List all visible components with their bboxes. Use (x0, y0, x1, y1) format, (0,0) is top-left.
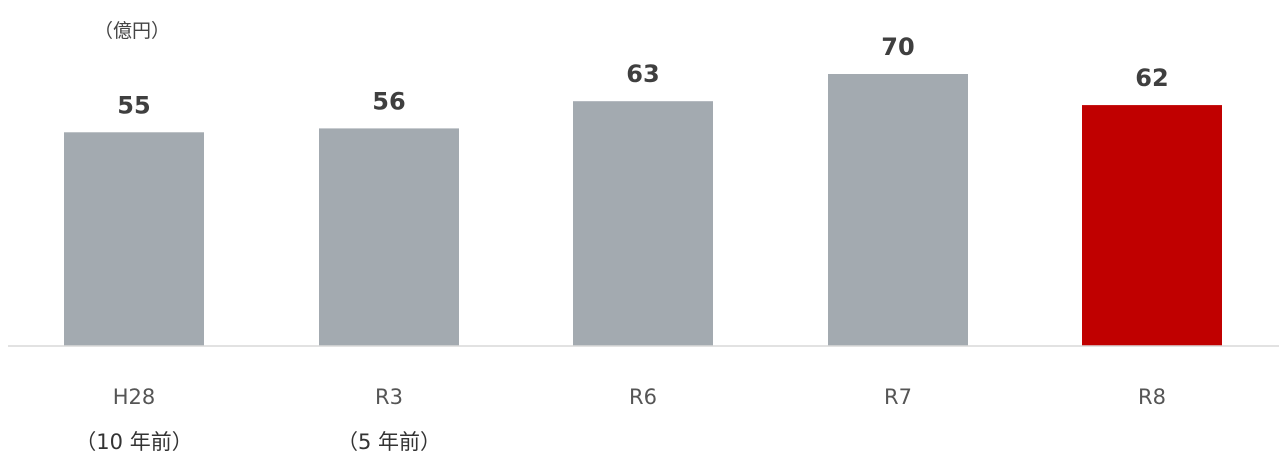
bar-r6 (573, 101, 713, 346)
category-label-r8: R8 (1138, 385, 1166, 409)
category-label-h28: H28 (113, 385, 156, 409)
value-label-r6: 63 (626, 60, 659, 88)
bar-r7 (828, 74, 968, 346)
value-label-r7: 70 (881, 33, 914, 61)
category-sublabel-h28: （10 年前） (75, 430, 192, 454)
category-labels-layer: H28 R3 R6 R7 R8 (113, 385, 1166, 409)
value-label-r8: 62 (1135, 64, 1168, 92)
value-label-r3: 56 (372, 87, 405, 115)
bar-h28 (64, 132, 204, 346)
value-label-h28: 55 (117, 91, 150, 119)
bar-r3 (319, 128, 459, 346)
category-label-r6: R6 (629, 385, 657, 409)
category-sublabel-r3: （5 年前） (337, 430, 441, 454)
bars-layer (64, 74, 1222, 346)
bar-r8 (1082, 105, 1222, 346)
value-labels-layer: 55 56 63 70 62 (117, 33, 1168, 119)
category-label-r3: R3 (375, 385, 403, 409)
unit-label: （億円） (94, 20, 170, 42)
category-label-r7: R7 (884, 385, 912, 409)
category-sublabels-layer: （10 年前） （5 年前） (75, 430, 441, 454)
